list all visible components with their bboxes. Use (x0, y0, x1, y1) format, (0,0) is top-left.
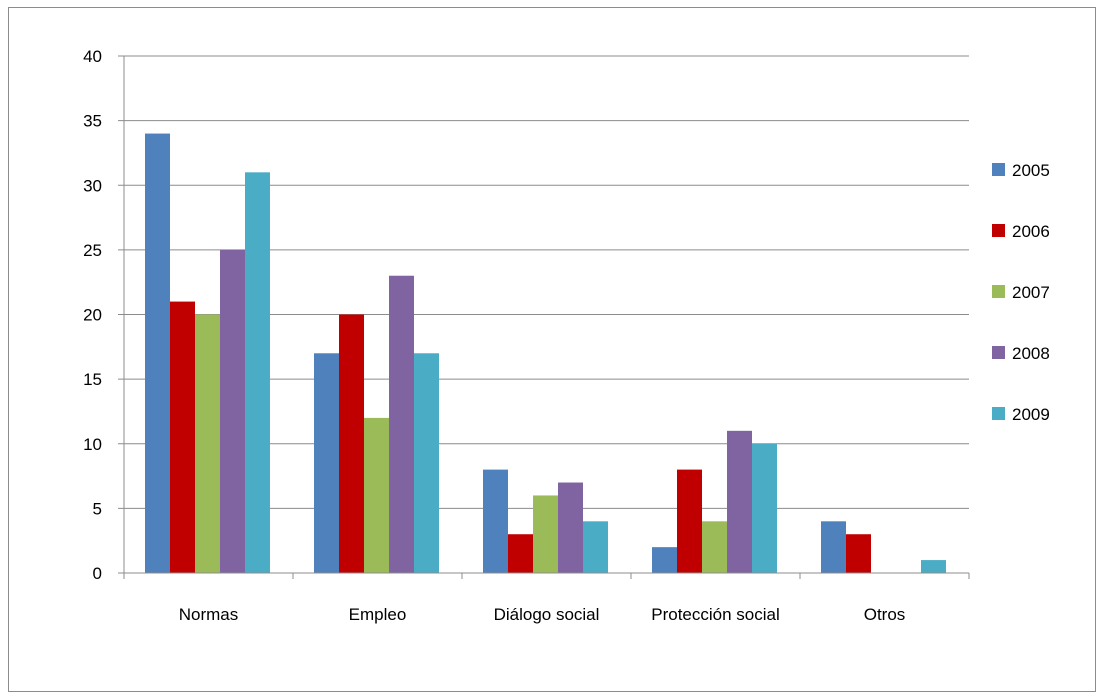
y-tick-label: 20 (83, 306, 102, 325)
x-category-label: Otros (864, 605, 906, 624)
bar (533, 495, 558, 573)
y-tick-label: 25 (83, 241, 102, 260)
bar (752, 443, 777, 573)
bar (583, 521, 608, 573)
legend-swatch (992, 163, 1005, 176)
bar (220, 249, 245, 573)
bar (364, 417, 389, 573)
y-tick-label: 35 (83, 112, 102, 131)
bar (314, 353, 339, 573)
legend-label: 2009 (1012, 405, 1050, 424)
x-category-label: Protección social (651, 605, 780, 624)
legend-label: 2008 (1012, 344, 1050, 363)
legend-swatch (992, 407, 1005, 420)
y-tick-label: 0 (93, 564, 102, 583)
legend: 2005 2006 2007 2008 2009 (992, 161, 1050, 424)
bar (508, 534, 533, 573)
legend-label: 2006 (1012, 222, 1050, 241)
y-tick-label: 30 (83, 176, 102, 195)
bar (558, 482, 583, 573)
bar (821, 521, 846, 573)
legend-swatch (992, 224, 1005, 237)
legend-swatch (992, 346, 1005, 359)
bar (652, 547, 677, 573)
bar (339, 314, 364, 573)
bar (245, 172, 270, 573)
bar (414, 353, 439, 573)
bar (921, 560, 946, 573)
bar (145, 133, 170, 574)
bar (727, 430, 752, 573)
x-category-label: Normas (179, 605, 239, 624)
bar (389, 275, 414, 573)
legend-label: 2005 (1012, 161, 1050, 180)
bar (702, 521, 727, 573)
legend-label: 2007 (1012, 283, 1050, 302)
y-tick-label: 10 (83, 435, 102, 454)
axes: 0 5 10 15 20 25 30 35 40 Normas Empleo Diálogo soci… (83, 47, 970, 624)
y-tick-label: 15 (83, 370, 102, 389)
bars (145, 133, 946, 574)
x-category-label: Empleo (349, 605, 407, 624)
bar (170, 301, 195, 573)
bar (677, 469, 702, 573)
y-tick-label: 5 (93, 499, 102, 518)
bar (483, 469, 508, 573)
legend-swatch (992, 285, 1005, 298)
x-category-label: Diálogo social (494, 605, 600, 624)
y-tick-label: 40 (83, 47, 102, 66)
bar (195, 314, 220, 573)
bar (846, 534, 871, 573)
